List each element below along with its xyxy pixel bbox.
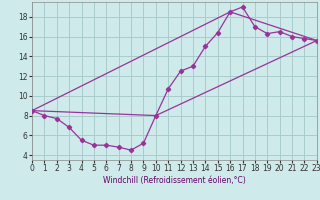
X-axis label: Windchill (Refroidissement éolien,°C): Windchill (Refroidissement éolien,°C) (103, 176, 246, 185)
